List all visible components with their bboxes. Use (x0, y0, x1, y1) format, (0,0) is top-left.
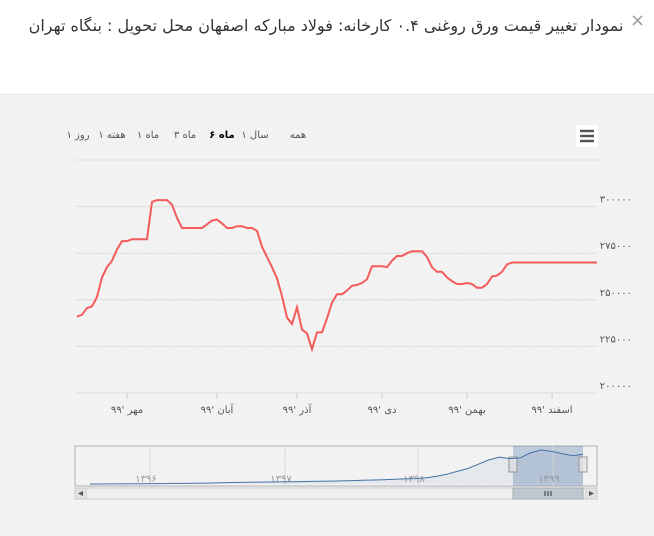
range-button[interactable]: ۱ ماه (137, 130, 159, 141)
close-button[interactable]: × (630, 10, 646, 31)
range-button[interactable]: ۳ ماه (174, 130, 196, 141)
x-tick-label: اسفند '۹۹ (531, 405, 572, 416)
range-button[interactable]: ۶ ماه (209, 130, 234, 141)
y-tick-label: ۲۰۰۰۰۰ (600, 381, 632, 392)
x-tick-label: مهر '۹۹ (111, 405, 143, 416)
range-button[interactable]: ۱ هفته (98, 130, 125, 141)
range-button[interactable]: ۱ روز (66, 130, 89, 141)
price-line (76, 199, 597, 353)
modal-header: نمودار تغییر قیمت ورق روغنی ۰.۴ کارخانه:… (0, 0, 654, 95)
x-tick-label: آذر '۹۹ (283, 403, 313, 416)
navigator-area (90, 450, 583, 484)
navigator-label: ۱۳۹۶ (135, 474, 156, 485)
x-tick-label: بهمن '۹۹ (448, 405, 485, 416)
range-button[interactable]: ۱ سال (241, 130, 268, 141)
scroll-left-arrow (78, 491, 83, 496)
navigator-label: ۱۳۹۷ (270, 474, 292, 485)
x-tick-label: دی '۹۹ (368, 405, 397, 416)
range-button[interactable]: همه (290, 130, 306, 141)
modal-title: نمودار تغییر قیمت ورق روغنی ۰.۴ کارخانه:… (28, 16, 624, 35)
navigator-frame (74, 445, 598, 487)
y-tick-label: ۳۰۰۰۰۰ (600, 195, 632, 206)
navigator-handles[interactable] (508, 456, 588, 473)
y-tick-label: ۲۷۵۰۰۰ (600, 241, 632, 252)
x-tick-label: آبان '۹۹ (201, 403, 235, 416)
navigator-window[interactable] (513, 446, 583, 486)
scrollbar-grip (544, 491, 552, 496)
navigator-label: ۱۳۹۸ (403, 474, 425, 485)
navigator-label: ۱۳۹۹ (538, 474, 559, 485)
y-tick-label: ۲۲۵۰۰۰ (600, 334, 632, 345)
y-tick-label: ۲۵۰۰۰۰ (600, 288, 632, 299)
navigator-line (90, 449, 584, 485)
menu-icon[interactable] (580, 129, 594, 143)
scroll-right-arrow (589, 491, 594, 496)
